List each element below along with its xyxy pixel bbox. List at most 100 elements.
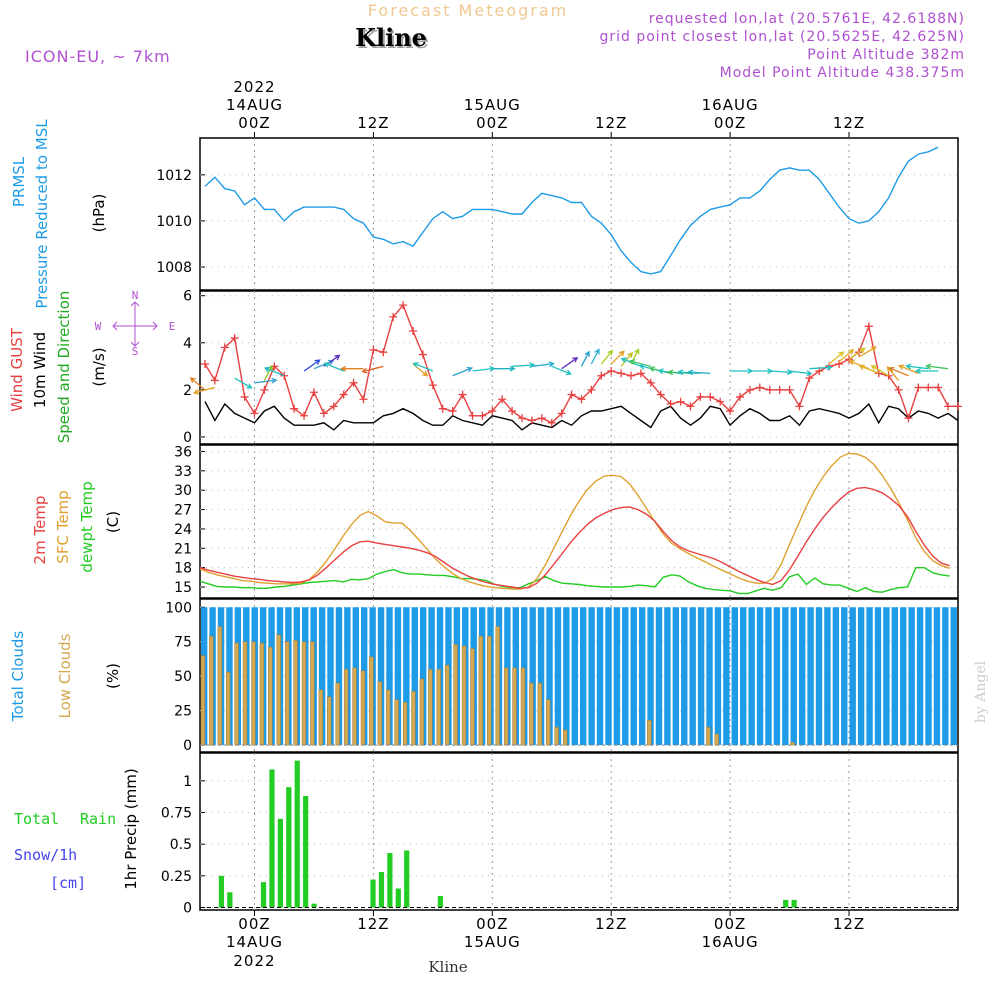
- gust-marker: [765, 385, 774, 394]
- wind-direction-arrow: [323, 362, 344, 372]
- ytick-label: 0: [183, 430, 192, 446]
- temp-labels: 2m Temp SFC Temp dewpt Temp (C): [31, 481, 122, 572]
- temp2m-label: 2m Temp: [31, 496, 49, 565]
- total-cloud-bar: [925, 607, 932, 746]
- gust-marker: [359, 395, 368, 404]
- low-cloud-bar: [714, 733, 719, 746]
- compass-north: N: [132, 289, 139, 302]
- gust-marker: [716, 397, 725, 406]
- time-tick-label: 00Z: [714, 915, 746, 933]
- gust-marker: [587, 385, 596, 394]
- low-cloud-bar: [217, 626, 222, 746]
- gust-marker: [309, 388, 318, 397]
- low-cloud-bar: [360, 670, 366, 746]
- gust-marker: [894, 385, 903, 394]
- wind-direction-arrow: [551, 365, 573, 376]
- wind-direction-arrow: [789, 370, 813, 377]
- rain-bar: [378, 872, 385, 908]
- low-cloud-bar: [276, 634, 281, 746]
- rain-bar: [303, 796, 309, 908]
- total-cloud-bar: [689, 607, 696, 746]
- footer-location: Kline: [428, 958, 467, 976]
- panel-frame: [199, 444, 959, 599]
- total-cloud-bar: [318, 607, 326, 746]
- panel-frame: [199, 137, 959, 291]
- gust-marker: [200, 359, 209, 368]
- gust-marker: [349, 378, 358, 387]
- rain-bar: [277, 818, 283, 908]
- ytick-label: 15: [174, 580, 192, 596]
- low-cloud-bar: [470, 648, 475, 746]
- ytick-label: 25: [174, 704, 192, 720]
- panel-frame: [199, 290, 959, 445]
- total-cloud-bar: [672, 607, 680, 746]
- gust-marker: [686, 402, 695, 411]
- wind10m-line: [204, 401, 959, 431]
- prmsl-labels: PRMSL Pressure Reduced to MSL (hPa): [10, 119, 108, 309]
- gust-marker: [448, 407, 457, 416]
- ytick-label: 0: [183, 738, 192, 754]
- low-cloud-bar: [234, 642, 239, 746]
- panel-4: 0 25 50 75 100: [165, 598, 959, 754]
- total-cloud-bar: [588, 607, 595, 746]
- wind-direction-arrow: [561, 357, 579, 370]
- ytick-label: 2: [183, 383, 192, 399]
- total-cloud-bar: [790, 607, 797, 746]
- low-cloud-bar: [529, 682, 534, 746]
- gust-marker: [706, 392, 715, 401]
- rain-bars: [200, 760, 958, 908]
- low-cloud-bar: [335, 682, 340, 746]
- total-cloud-bar: [807, 607, 814, 746]
- total-cloud-bar: [546, 607, 553, 746]
- low-cloud-bar: [428, 669, 433, 746]
- wind-direction-arrow: [809, 364, 833, 371]
- total-cloud-bar: [403, 607, 410, 746]
- wind-series: [189, 301, 962, 431]
- wind-direction-arrow: [512, 362, 536, 369]
- low-cloud-bar: [318, 689, 323, 746]
- snow-label: Snow/1h: [14, 846, 77, 864]
- gust-marker: [646, 378, 655, 387]
- date-label: 14AUG: [226, 96, 283, 114]
- wind-direction-arrow: [189, 377, 206, 391]
- gust-marker: [537, 414, 546, 423]
- time-tick-label: 00Z: [714, 114, 746, 132]
- time-tick-label: 12Z: [833, 114, 865, 132]
- gust-marker: [468, 411, 477, 420]
- low-cloud-bar: [386, 689, 391, 746]
- ytick-label: 1010: [156, 214, 192, 230]
- gust-marker: [240, 392, 249, 401]
- gust-marker: [954, 402, 962, 411]
- rain-bar: [404, 850, 410, 908]
- model-label: ICON-EU, ~ 7km: [25, 47, 171, 66]
- gust-label: Wind GUST: [8, 327, 26, 412]
- total-cloud-bar: [916, 607, 924, 746]
- low-cloud-bar: [554, 726, 559, 746]
- wind-direction-arrow: [600, 349, 614, 365]
- total-cloud-bar: [411, 607, 418, 746]
- ytick-label: 33: [174, 464, 192, 480]
- ytick-label: 36: [174, 444, 192, 460]
- date-label: 14AUG: [226, 933, 283, 951]
- low-cloud-bar: [487, 635, 492, 746]
- total-cloud-bar: [798, 607, 806, 746]
- total-cloud-bar: [748, 607, 755, 746]
- total-cloud-bar: [908, 607, 915, 746]
- total-cloud-bar: [874, 607, 882, 746]
- gust-marker: [339, 390, 348, 399]
- time-tick-label: 00Z: [238, 915, 270, 933]
- wind-direction-arrow: [340, 365, 364, 372]
- total-cloud-bar: [849, 607, 856, 746]
- chart-layer: 1008101010120246151821242730333602550751…: [156, 78, 962, 970]
- low-cloud-bar: [503, 667, 509, 746]
- snow-unit-label: [cm]: [50, 874, 86, 892]
- dewpt-label: dewpt Temp: [78, 481, 96, 572]
- time-tick-label: 12Z: [595, 114, 627, 132]
- total-cloud-bar: [419, 607, 427, 746]
- rain-label: Rain: [80, 810, 116, 828]
- wind-direction-arrow: [234, 377, 253, 389]
- total-cloud-bar: [579, 607, 587, 746]
- low-cloud-bar: [706, 726, 711, 746]
- total-cloud-bar: [596, 607, 604, 746]
- gust-marker: [547, 418, 556, 427]
